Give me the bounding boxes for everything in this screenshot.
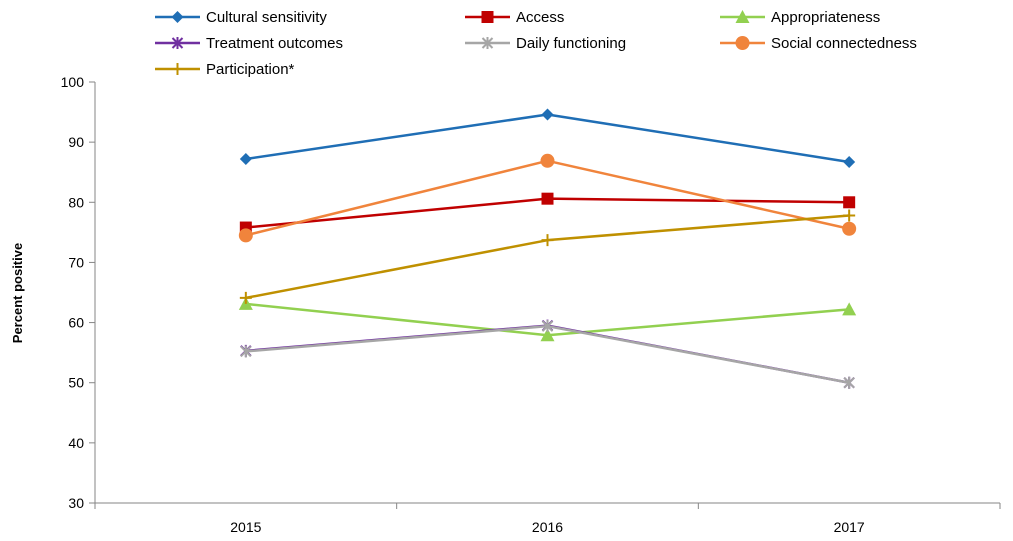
data-point-cultural-sensitivity-2015 — [239, 152, 252, 165]
series-social-connectedness — [238, 153, 857, 243]
y-tick-label: 90 — [68, 134, 84, 150]
y-tick-label: 100 — [61, 74, 85, 90]
y-axis-title: Percent positive — [10, 243, 25, 343]
y-tick-label: 40 — [68, 435, 84, 451]
legend: Cultural sensitivity Access Appropriatenes… — [155, 9, 917, 78]
data-point-daily-functioning-2015 — [240, 345, 252, 358]
legend-marker-cultural-sensitivity — [171, 11, 184, 23]
legend-label: Cultural sensitivity — [206, 9, 327, 26]
legend-label: Social connectedness — [771, 35, 917, 52]
series-daily-functioning — [240, 320, 855, 389]
legend-item-participation: Participation* — [155, 61, 295, 78]
data-point-social-connectedness-2017 — [842, 221, 857, 236]
series-appropriateness — [238, 296, 857, 342]
y-tick-label: 50 — [68, 375, 84, 391]
y-tick-label: 60 — [68, 315, 84, 331]
x-tick-label: 2015 — [230, 519, 261, 535]
legend-marker-appropriateness — [735, 10, 750, 23]
data-point-social-connectedness-2016 — [540, 153, 555, 168]
x-tick-label: 2017 — [834, 519, 865, 535]
legend-label: Appropriateness — [771, 9, 880, 26]
series-line-participation — [245, 214, 850, 300]
legend-item-access: Access — [465, 9, 564, 26]
data-point-access-2016 — [541, 192, 554, 205]
data-point-appropriateness-2016 — [540, 328, 555, 342]
legend-marker-daily-functioning — [481, 37, 494, 49]
legend-item-cultural-sensitivity: Cultural sensitivity — [155, 9, 327, 26]
data-point-daily-functioning-2017 — [843, 376, 855, 389]
legend-label: Daily functioning — [516, 35, 626, 52]
x-tick-label: 2016 — [532, 519, 563, 535]
y-tick-label: 80 — [68, 194, 84, 210]
y-tick-label: 70 — [68, 254, 84, 270]
series-layer — [238, 108, 857, 389]
data-point-participation-2017 — [843, 209, 856, 222]
data-point-social-connectedness-2015 — [238, 228, 253, 243]
legend-item-social-connectedness: Social connectedness — [720, 35, 917, 52]
series-participation — [239, 209, 856, 304]
data-point-access-2017 — [843, 196, 856, 209]
legend-label: Participation* — [206, 61, 295, 78]
data-point-appropriateness-2017 — [842, 302, 857, 316]
axes: 30 40 50 60 70 80 90 100 2015 2016 2017 — [61, 74, 1001, 535]
legend-marker-social-connectedness — [735, 36, 750, 50]
legend-marker-participation — [171, 63, 184, 75]
legend-label: Treatment outcomes — [206, 35, 343, 52]
legend-item-treatment-outcomes: Treatment outcomes — [155, 35, 343, 52]
data-point-participation-2015 — [239, 291, 252, 304]
legend-item-appropriateness: Appropriateness — [720, 9, 880, 26]
y-tick-label: 30 — [68, 495, 84, 511]
data-point-cultural-sensitivity-2017 — [843, 155, 856, 168]
series-cultural-sensitivity — [239, 108, 856, 168]
legend-label: Access — [516, 9, 564, 26]
legend-marker-access — [481, 11, 494, 23]
legend-item-daily-functioning: Daily functioning — [465, 35, 626, 52]
legend-marker-treatment-outcomes — [171, 37, 184, 49]
data-point-cultural-sensitivity-2016 — [541, 108, 554, 121]
data-point-participation-2016 — [541, 234, 554, 247]
data-point-daily-functioning-2016 — [541, 320, 554, 333]
